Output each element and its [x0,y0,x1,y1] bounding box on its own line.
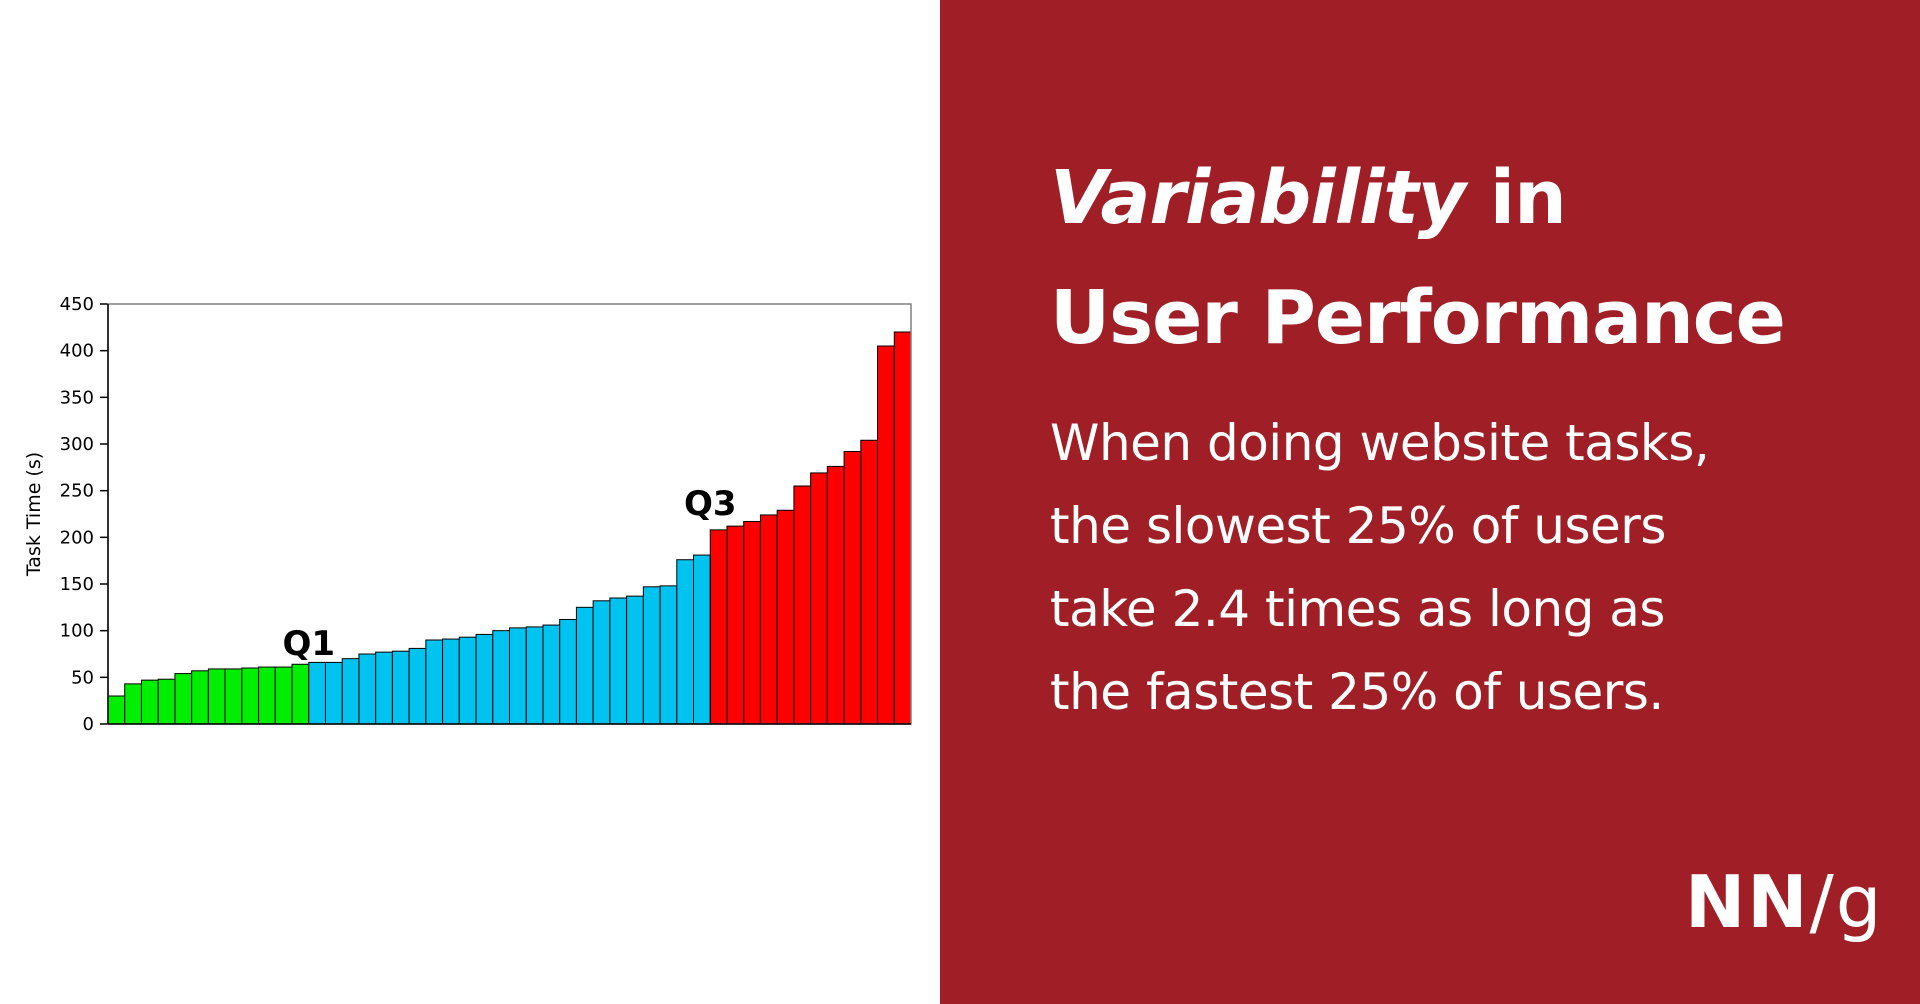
y-tick-label: 300 [60,434,94,455]
logo-g: g [1835,860,1884,944]
bar [291,663,310,725]
bar [759,514,778,725]
bar [860,439,879,725]
bar [542,624,561,725]
bar [475,633,494,725]
bar [609,597,628,725]
bar [408,647,427,725]
bar [726,525,745,725]
description-line-3: take 2.4 times as long as [1050,580,1665,638]
bar [458,636,477,725]
bar [341,658,360,725]
logo-nn: NN [1685,860,1810,944]
y-tick-label: 350 [60,387,94,408]
bar [391,650,410,725]
y-tick-label: 400 [60,341,94,362]
bar [575,606,594,725]
bar [124,683,142,725]
headline-line2: User Performance [1050,275,1786,361]
bar [709,529,728,725]
annotation-q3: Q3 [684,484,737,524]
bar [258,666,276,725]
bar [207,668,226,725]
bar [659,585,678,725]
bar [509,627,527,725]
bar [743,520,761,725]
bar [375,651,393,725]
headline-emphasis: Variability [1050,155,1466,241]
task-time-bar-chart: 0 50 100 150 200 250 300 350 400 450 Q1 Q3 Task Ti… [23,294,912,735]
logo-slash: / [1809,860,1836,944]
description-line-1: When doing website tasks, [1050,414,1710,472]
annotation-q1: Q1 [282,624,335,664]
headline-rest: in [1464,155,1567,241]
bar [425,639,444,725]
bar [107,695,126,725]
bar [174,673,193,725]
bar [241,667,260,725]
bar [676,559,695,725]
bar [324,661,343,725]
y-tick-label: 450 [60,294,94,315]
y-tick-label: 250 [60,481,94,502]
bar [442,638,460,725]
bar [592,600,611,725]
y-tick-label: 100 [60,621,94,642]
bar [793,485,812,725]
bar [810,472,828,725]
bar [140,679,159,725]
bar [877,345,895,725]
info-panel: Variability in User Performance When doi… [940,0,1920,1004]
bar [308,661,326,725]
bar [559,618,577,725]
bar [626,595,644,725]
bar [157,678,176,725]
bar [826,465,845,725]
bar [358,653,377,725]
y-axis-label: Task Time (s) [23,452,45,577]
y-tick-label: 50 [71,667,94,688]
bar [776,509,795,725]
bar [642,586,661,725]
y-tick-label: 0 [83,714,94,735]
y-tick-label: 150 [60,574,94,595]
bar [191,670,209,725]
description-line-4: the fastest 25% of users. [1050,663,1664,721]
bar [893,331,912,725]
description-line-2: the slowest 25% of users [1050,497,1666,555]
bar [492,630,510,725]
chart-panel: 0 50 100 150 200 250 300 350 400 450 Q1 Q3 Task Ti… [0,0,940,1004]
bar [274,666,293,725]
description: When doing website tasks, the slowest 25… [1050,402,1870,734]
nng-logo: NN/g [1685,860,1883,944]
bar [224,668,243,725]
y-tick-label: 200 [60,527,94,548]
bar [525,626,544,725]
bar [693,554,711,725]
bar [843,450,862,725]
headline: Variability in User Performance [1050,138,1786,378]
